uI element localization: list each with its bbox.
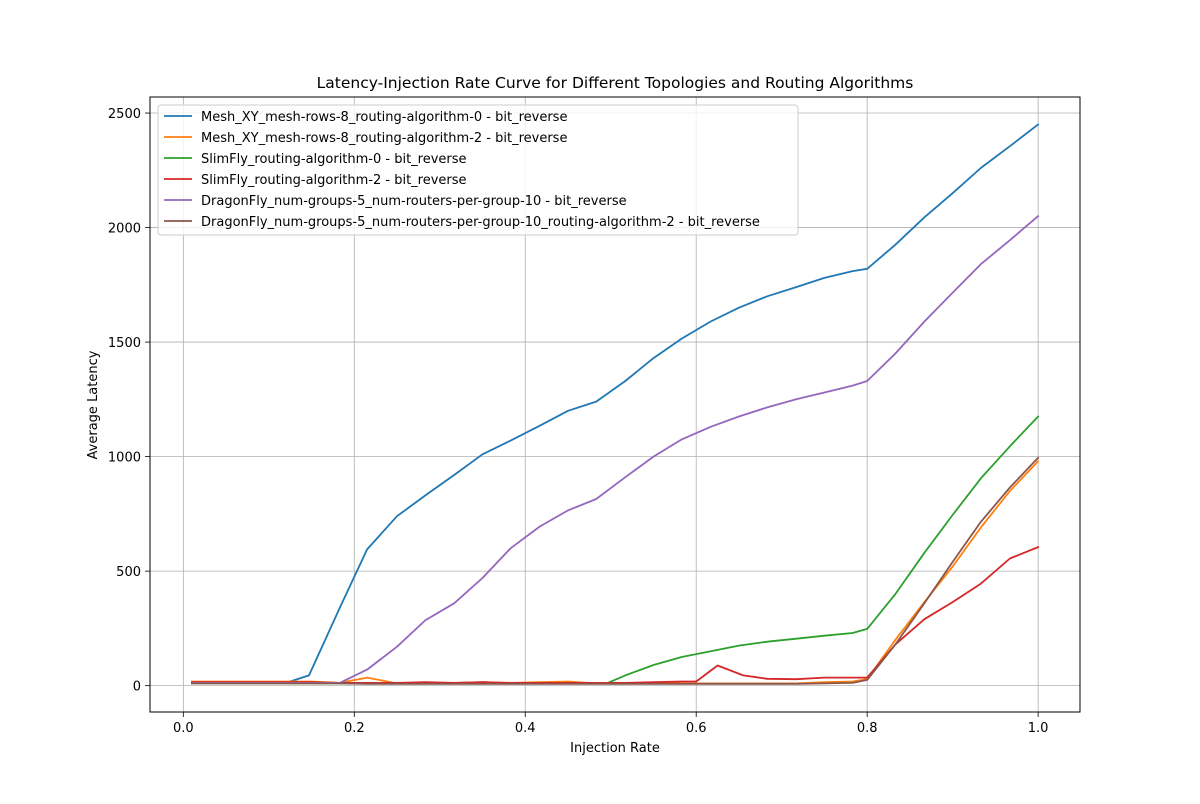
y-tick-label: 2000 — [108, 222, 141, 237]
legend-label: DragonFly_num-groups-5_num-routers-per-g… — [201, 215, 760, 230]
plot-frame — [149, 96, 1081, 713]
legend-label: Mesh_XY_mesh-rows-8_routing-algorithm-0 … — [201, 110, 567, 125]
series-line-6 — [190, 456, 1040, 685]
y-axis-ticks: 0 500 1000 1500 2000 2500 — [108, 107, 150, 695]
legend-frame — [157, 104, 799, 236]
legend-entries: Mesh_XY_mesh-rows-8_routing-algorithm-0 … — [164, 110, 760, 230]
y-tick-label: 1000 — [108, 451, 141, 466]
x-tick-label: 1.0 — [1028, 721, 1049, 736]
y-tick-label: 0 — [133, 680, 141, 695]
chart-title: Latency-Injection Rate Curve for Differe… — [317, 74, 914, 92]
x-tick-label: 0.4 — [515, 721, 536, 736]
x-tick-label: 0.0 — [173, 721, 194, 736]
x-tick-label: 0.6 — [686, 721, 707, 736]
y-tick-label: 2500 — [108, 107, 141, 122]
x-tick-label: 0.2 — [344, 721, 365, 736]
legend-label: DragonFly_num-groups-5_num-routers-per-g… — [201, 194, 627, 209]
legend-label: SlimFly_routing-algorithm-0 - bit_revers… — [201, 152, 467, 167]
x-tick-label: 0.8 — [857, 721, 878, 736]
legend-label: Mesh_XY_mesh-rows-8_routing-algorithm-2 … — [201, 131, 567, 146]
y-axis-label: Average Latency — [86, 350, 101, 459]
x-axis-ticks: 0.0 0.2 0.4 0.6 0.8 1.0 — [173, 712, 1048, 736]
plot-lines — [190, 123, 1040, 685]
y-tick-label: 500 — [116, 565, 141, 580]
x-axis-label: Injection Rate — [570, 741, 660, 756]
series-line-1 — [190, 123, 1040, 684]
legend: Mesh_XY_mesh-rows-8_routing-algorithm-0 … — [157, 104, 799, 236]
legend-label: SlimFly_routing-algorithm-2 - bit_revers… — [201, 173, 467, 188]
y-tick-label: 1500 — [108, 336, 141, 351]
